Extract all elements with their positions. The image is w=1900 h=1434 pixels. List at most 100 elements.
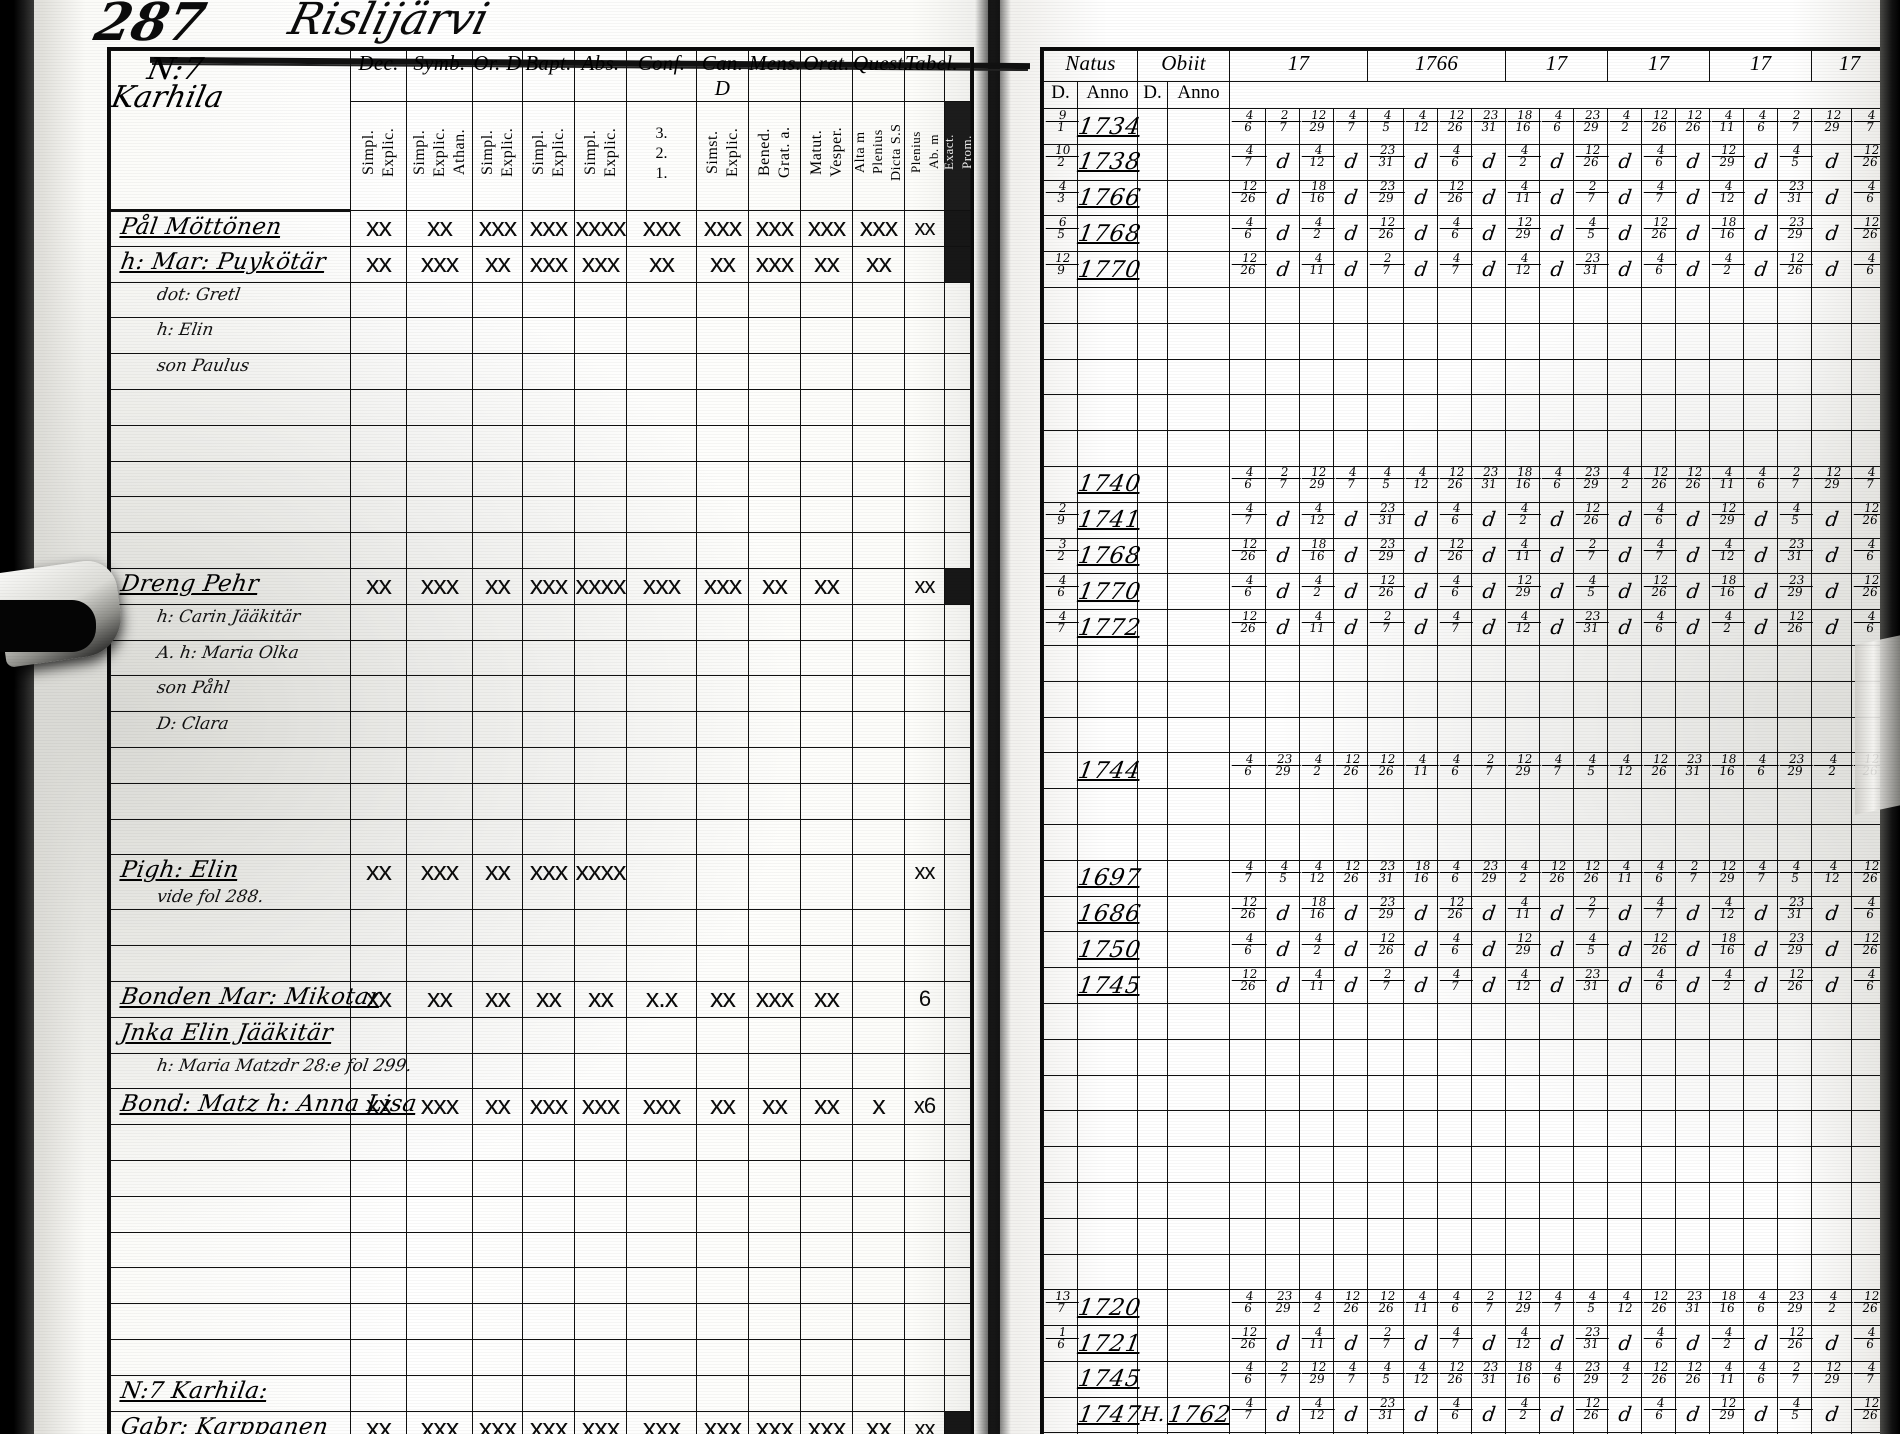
attendance-mark-cell[interactable] — [626, 854, 697, 911]
attendance-mark-cell[interactable]: xx — [350, 1088, 407, 1126]
visitation-cell[interactable] — [1505, 322, 1541, 360]
visitation-cell[interactable]: d — [1263, 251, 1303, 288]
visitation-cell[interactable] — [1777, 644, 1813, 682]
natus-year-cell[interactable]: 1772 — [1074, 609, 1143, 646]
visitation-cell[interactable]: d — [1331, 251, 1371, 288]
visitation-cell[interactable]: 4 12 — [1809, 859, 1855, 897]
attendance-mark-cell[interactable] — [350, 532, 407, 569]
visitation-cell[interactable]: 18 16 — [1503, 107, 1543, 145]
attendance-mark-cell[interactable] — [522, 1016, 575, 1054]
attendance-mark-cell[interactable] — [852, 1231, 905, 1269]
visitation-cell[interactable]: d — [1605, 896, 1645, 932]
table-row[interactable]: Pigh: Elin vide fol 288. xx xxx xx xxx xxxx xx — [110, 854, 971, 911]
tabel-mark-cell[interactable] — [904, 317, 945, 355]
natus-year-cell[interactable]: 1734 — [1074, 108, 1143, 145]
obiit-year-cell[interactable] — [1164, 931, 1233, 968]
visitation-cell[interactable]: 12 29 — [1503, 751, 1543, 789]
visitation-cell[interactable] — [1471, 1146, 1507, 1183]
visitation-cell[interactable]: 23 31 — [1571, 608, 1611, 646]
visitation-cell[interactable] — [1573, 286, 1609, 324]
row-name-cell[interactable]: Dreng Pehr — [110, 567, 351, 605]
attendance-mark-cell[interactable]: xx — [800, 980, 853, 1018]
visitation-cell[interactable]: d — [1263, 931, 1303, 968]
visitation-cell[interactable]: 12 29 — [1297, 465, 1337, 503]
visitation-cell[interactable] — [1265, 680, 1301, 718]
visitation-cell[interactable] — [1709, 644, 1745, 682]
visitation-cell[interactable] — [1675, 1074, 1711, 1112]
visitation-cell[interactable]: d — [1537, 1397, 1577, 1433]
visitation-cell[interactable] — [1505, 394, 1541, 432]
visitation-cell[interactable] — [1299, 1038, 1335, 1076]
visitation-cell[interactable] — [1811, 1181, 1853, 1219]
visitation-cell[interactable] — [1471, 358, 1507, 396]
visitation-cell[interactable] — [1367, 286, 1405, 324]
visitation-cell[interactable] — [1333, 644, 1369, 682]
visitation-cell[interactable] — [1709, 1181, 1745, 1219]
visitation-cell[interactable] — [1811, 286, 1853, 324]
visitation-cell[interactable] — [1641, 716, 1677, 754]
natus-year-cell[interactable]: 1768 — [1074, 538, 1143, 574]
visitation-cell[interactable] — [1777, 680, 1813, 718]
attendance-mark-cell[interactable] — [406, 388, 473, 426]
visitation-cell[interactable] — [1539, 823, 1575, 861]
visitation-cell[interactable]: 12 29 — [1503, 1288, 1543, 1326]
visitation-cell[interactable]: d — [1741, 967, 1781, 1004]
visitation-cell[interactable] — [1229, 286, 1267, 324]
visitation-cell[interactable] — [1505, 358, 1541, 396]
visitation-cell[interactable] — [1777, 394, 1813, 432]
attendance-mark-cell[interactable] — [472, 1231, 523, 1269]
obiit-year-cell[interactable] — [1164, 1325, 1233, 1362]
attendance-mark-cell[interactable] — [626, 496, 697, 534]
visitation-cell[interactable] — [1675, 1002, 1711, 1040]
tabel-mark-cell[interactable] — [904, 1231, 945, 1269]
natus-year-cell[interactable]: 1686 — [1074, 896, 1143, 932]
visitation-cell[interactable]: 4 12 — [1503, 608, 1543, 646]
attendance-mark-cell[interactable] — [748, 460, 801, 498]
visitation-cell[interactable]: 12 29 — [1503, 930, 1543, 968]
visitation-cell[interactable]: 18 16 — [1707, 1288, 1747, 1326]
visitation-cell[interactable]: 23 29 — [1263, 751, 1303, 789]
visitation-cell[interactable] — [1299, 1217, 1335, 1255]
table-row[interactable] — [1040, 1432, 1889, 1434]
edge-mark-cell[interactable] — [944, 639, 971, 677]
obiit-year-cell[interactable] — [1164, 1146, 1233, 1183]
attendance-mark-cell[interactable] — [472, 1016, 523, 1054]
visitation-cell[interactable]: d — [1605, 967, 1645, 1004]
visitation-cell[interactable]: 23 31 — [1571, 1324, 1611, 1362]
obiit-year-cell[interactable] — [1164, 1254, 1233, 1290]
visitation-cell[interactable]: 4 12 — [1503, 1324, 1543, 1362]
visitation-cell[interactable]: d — [1263, 180, 1303, 216]
tabel-mark-cell[interactable] — [904, 460, 945, 498]
attendance-mark-cell[interactable]: xx — [696, 245, 749, 283]
attendance-mark-cell[interactable] — [696, 1338, 749, 1376]
attendance-mark-cell[interactable] — [522, 639, 575, 677]
visitation-cell[interactable] — [1811, 1110, 1853, 1148]
attendance-mark-cell[interactable] — [626, 818, 697, 856]
visitation-cell[interactable] — [1811, 394, 1853, 432]
visitation-cell[interactable] — [1573, 1038, 1609, 1076]
visitation-cell[interactable]: d — [1809, 538, 1855, 574]
attendance-mark-cell[interactable] — [350, 1195, 407, 1233]
attendance-mark-cell[interactable] — [748, 603, 801, 641]
table-row[interactable] — [1040, 358, 1889, 396]
attendance-mark-cell[interactable] — [748, 1195, 801, 1233]
obiit-year-cell[interactable]: 1762 — [1164, 1397, 1233, 1433]
tabel-mark-cell[interactable] — [904, 1159, 945, 1197]
visitation-cell[interactable]: d — [1331, 180, 1371, 216]
visitation-cell[interactable]: d — [1809, 967, 1855, 1004]
